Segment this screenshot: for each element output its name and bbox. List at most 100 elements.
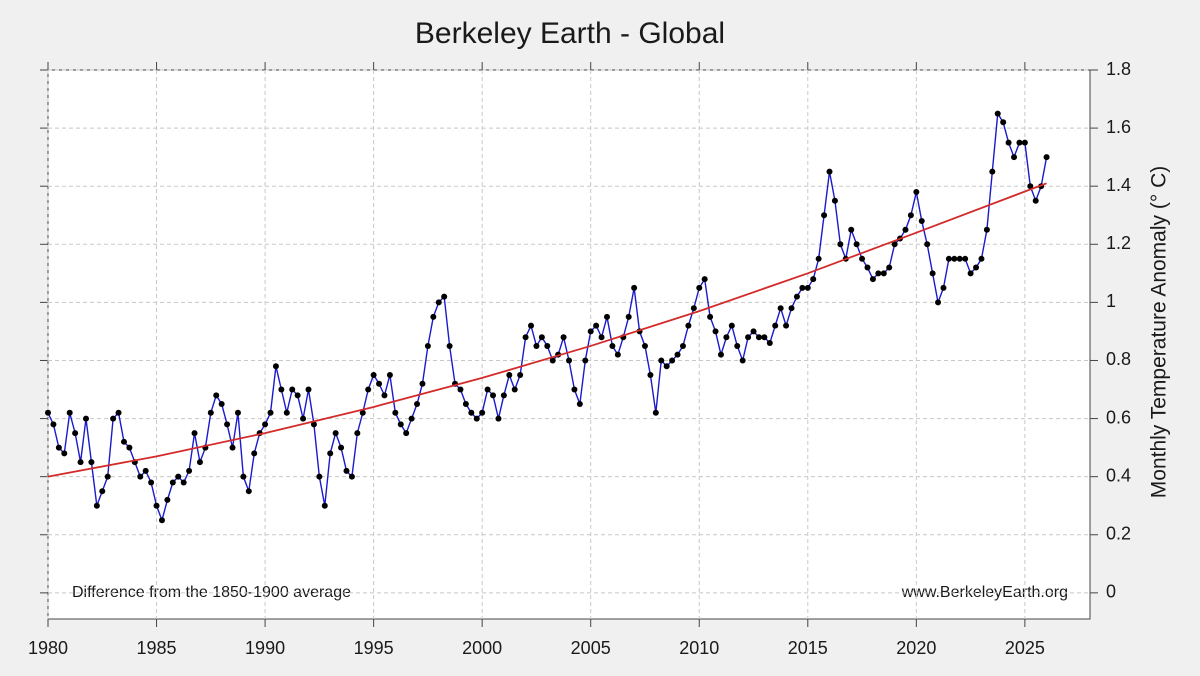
data-point (148, 479, 155, 486)
data-point (300, 415, 307, 422)
data-point (381, 392, 388, 399)
data-point (891, 241, 898, 248)
data-point (652, 409, 659, 416)
data-point (267, 409, 274, 416)
x-tick-label: 2025 (1005, 638, 1045, 658)
data-point (50, 421, 57, 428)
data-point (473, 415, 480, 422)
data-point (886, 264, 893, 271)
data-point (93, 502, 100, 509)
data-point (110, 415, 117, 422)
data-point (956, 255, 963, 262)
data-point (245, 488, 252, 495)
data-point (522, 334, 529, 341)
data-point (772, 322, 779, 329)
data-point (305, 386, 312, 393)
data-point (180, 479, 187, 486)
data-point (376, 380, 383, 387)
data-point (528, 322, 535, 329)
data-point (935, 299, 942, 306)
data-point (566, 357, 572, 364)
data-point (126, 444, 133, 451)
data-point (875, 270, 882, 277)
data-point (913, 189, 920, 195)
data-point (560, 334, 567, 341)
data-point (587, 328, 594, 335)
data-point (327, 450, 334, 457)
data-point (511, 386, 518, 393)
data-point (354, 430, 361, 437)
data-point (104, 473, 111, 480)
data-point (593, 322, 600, 329)
data-point (701, 276, 708, 283)
data-point (853, 241, 860, 248)
data-point (490, 392, 497, 399)
data-point (793, 293, 800, 300)
data-point (419, 380, 426, 387)
data-point (1011, 154, 1018, 161)
data-point (641, 342, 648, 349)
data-point (576, 401, 583, 408)
data-point (392, 409, 399, 416)
data-point (669, 357, 676, 364)
data-point (142, 467, 149, 474)
data-point (994, 110, 1001, 117)
data-point (408, 415, 415, 422)
data-point (674, 351, 681, 358)
data-point (598, 334, 605, 341)
data-point (951, 255, 958, 262)
data-point (658, 357, 665, 364)
data-point (755, 334, 762, 341)
data-point (810, 276, 817, 283)
data-point (158, 517, 165, 524)
data-point (761, 334, 768, 341)
data-point (137, 473, 144, 480)
data-point (484, 386, 491, 393)
data-point (924, 241, 931, 248)
chart-title: Berkeley Earth - Global (415, 17, 725, 50)
data-point (918, 218, 925, 225)
data-point (777, 305, 784, 312)
x-tick-label: 2010 (679, 638, 719, 658)
data-point (1005, 139, 1012, 146)
data-point (66, 409, 73, 416)
data-point (424, 342, 431, 349)
data-point (72, 430, 79, 437)
data-point (457, 386, 464, 393)
y-tick-label: 1.6 (1106, 117, 1131, 137)
data-point (983, 226, 990, 233)
data-point (549, 357, 556, 364)
data-point (310, 421, 317, 428)
x-tick-label: 1980 (28, 638, 68, 658)
data-point (723, 334, 730, 341)
data-point (799, 284, 806, 291)
data-point (804, 284, 811, 291)
data-point (99, 488, 106, 495)
data-point (826, 168, 833, 175)
data-point (338, 444, 345, 451)
data-point (234, 409, 241, 416)
data-point (191, 430, 198, 437)
data-point (663, 363, 670, 370)
data-point (495, 415, 502, 422)
data-point (631, 284, 638, 291)
data-point (462, 401, 469, 408)
data-point (348, 473, 355, 480)
data-point (603, 313, 610, 320)
data-point (533, 342, 540, 349)
data-point (712, 328, 719, 335)
y-tick-label: 0.2 (1106, 524, 1131, 544)
data-point (164, 496, 171, 503)
data-point (880, 270, 887, 277)
data-point (869, 276, 876, 283)
data-point (207, 409, 214, 416)
x-tick-label: 2015 (788, 638, 828, 658)
data-point (837, 241, 844, 248)
data-point (61, 450, 68, 457)
data-point (685, 322, 692, 329)
data-point (332, 430, 339, 437)
data-point (55, 444, 62, 451)
data-point (734, 342, 741, 349)
data-point (739, 357, 746, 364)
data-point (728, 322, 735, 329)
